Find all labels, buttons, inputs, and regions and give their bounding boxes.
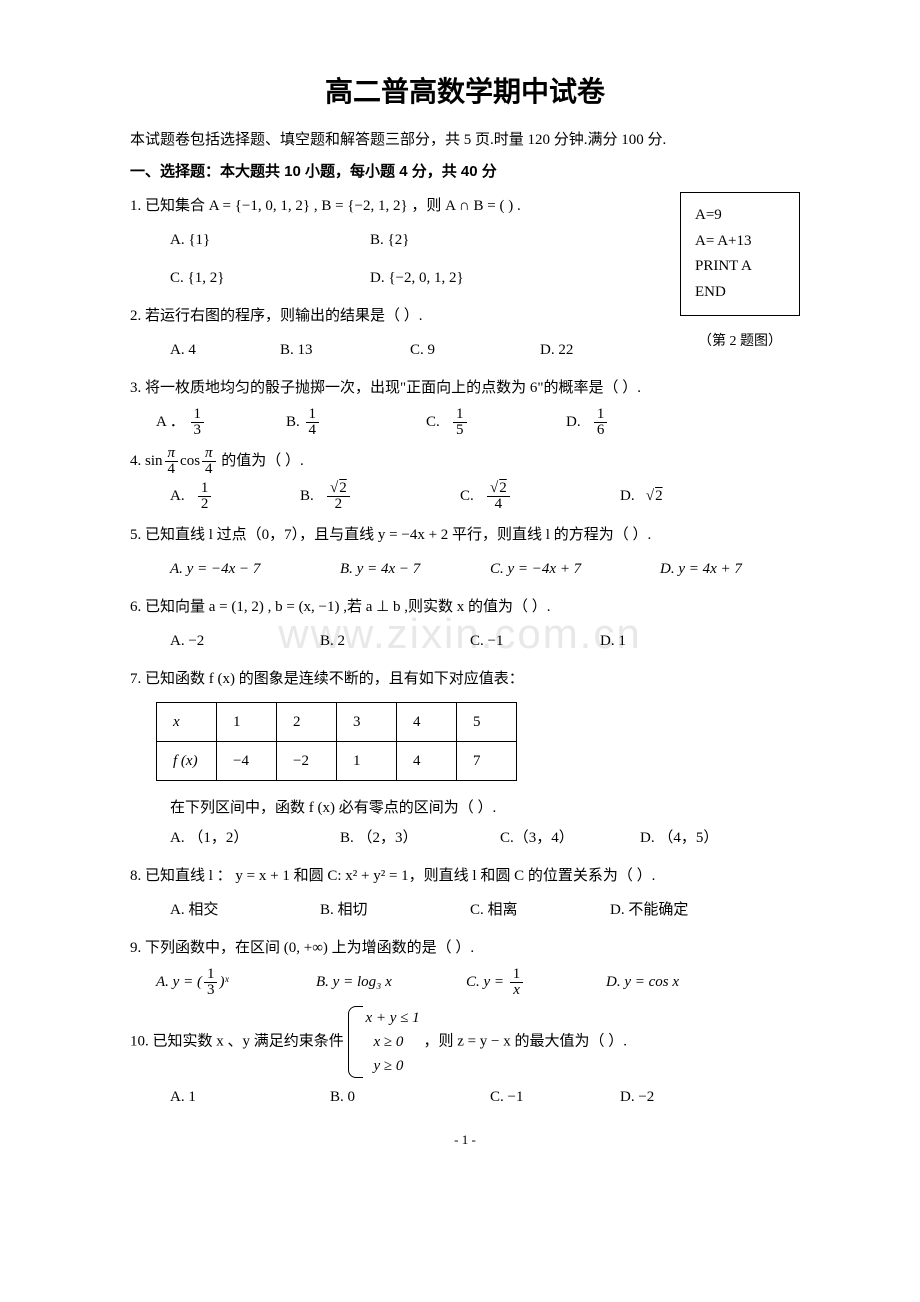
q8-opt-b: B. 相切 (320, 895, 470, 925)
intro-text: 本试题卷包括选择题、填空题和解答题三部分，共 5 页.时量 120 分钟.满分 … (130, 128, 800, 154)
q4-opt-c: C. √24 (460, 481, 620, 512)
q5-text: 5. 已知直线 l 过点（0，7），且与直线 y = −4x + 2 平行，则直… (130, 520, 800, 550)
code-caption: （第 2 题图） (680, 330, 800, 350)
table-cell: −2 (277, 741, 337, 780)
page-title: 高二普高数学期中试卷 (130, 70, 800, 110)
q4-text: 4. sinπ4cosπ4 的值为（ ）. (130, 446, 800, 477)
table-cell: −4 (217, 741, 277, 780)
q1-opt-a: A. {1} (170, 225, 310, 255)
q5-opt-a: A. y = −4x − 7 (170, 554, 340, 584)
q4-opt-d: D. √2 (620, 481, 663, 512)
q6-opt-d: D. 1 (600, 626, 626, 656)
table-cell: 3 (337, 702, 397, 741)
page-number: - 1 - (130, 1132, 800, 1148)
q10-text: 10. 已知实数 x 、y 满足约束条件 x + y ≤ 1 x ≥ 0 y ≥… (130, 1006, 800, 1078)
q2-opt-d: D. 22 (540, 335, 573, 365)
q4-opt-a: A. 12 (170, 481, 300, 512)
q7-opt-a: A. （1，2） (170, 823, 340, 853)
code-box: A=9 A= A+13 PRINT A END (680, 192, 800, 316)
q5-opt-b: B. y = 4x − 7 (340, 554, 490, 584)
code-line: A=9 (695, 203, 785, 229)
q2-opt-c: C. 9 (410, 335, 540, 365)
q9-opt-c: C. y = 1x (466, 967, 606, 998)
q3-text: 3. 将一枚质地均匀的骰子抛掷一次，出现"正面向上的点数为 6"的概率是（ ）. (130, 373, 800, 403)
table-cell: 4 (397, 741, 457, 780)
q6-opt-c: C. −1 (470, 626, 600, 656)
q7-opt-b: B. （2，3） (340, 823, 500, 853)
question-4: 4. sinπ4cosπ4 的值为（ ）. A. 12 B. √22 C. √2… (130, 446, 800, 512)
q2-opt-b: B. 13 (280, 335, 410, 365)
table-cell: 1 (217, 702, 277, 741)
question-3: 3. 将一枚质地均匀的骰子抛掷一次，出现"正面向上的点数为 6"的概率是（ ）.… (130, 373, 800, 438)
q2-opt-a: A. 4 (170, 335, 280, 365)
q8-opt-a: A. 相交 (170, 895, 320, 925)
q7-table: x 1 2 3 4 5 f (x) −4 −2 1 4 7 (156, 702, 517, 781)
q1-opt-d: D. {−2, 0, 1, 2} (370, 263, 464, 293)
q9-opt-d: D. y = cos x (606, 967, 679, 998)
q9-text: 9. 下列函数中，在区间 (0, +∞) 上为增函数的是（ ）. (130, 933, 800, 963)
table-cell: f (x) (157, 741, 217, 780)
q3-opt-d: D. 16 (566, 407, 609, 438)
q8-opt-c: C. 相离 (470, 895, 610, 925)
q3-opt-c: C. 15 (426, 407, 566, 438)
code-line: A= A+13 (695, 229, 785, 255)
q8-text: 8. 已知直线 l ： y = x + 1 和圆 C: x² + y² = 1，… (130, 861, 800, 891)
q5-opt-c: C. y = −4x + 7 (490, 554, 660, 584)
table-cell: 7 (457, 741, 517, 780)
table-cell: x (157, 702, 217, 741)
table-cell: 1 (337, 741, 397, 780)
q10-opt-d: D. −2 (620, 1082, 654, 1112)
question-8: 8. 已知直线 l ： y = x + 1 和圆 C: x² + y² = 1，… (130, 861, 800, 925)
q8-opt-d: D. 不能确定 (610, 895, 688, 925)
q9-opt-b: B. y = log₃ x (316, 967, 466, 998)
q7-opt-c: C.（3，4） (500, 823, 640, 853)
question-10: 10. 已知实数 x 、y 满足约束条件 x + y ≤ 1 x ≥ 0 y ≥… (130, 1006, 800, 1112)
question-6: 6. 已知向量 a = (1, 2) , b = (x, −1) ,若 a ⊥ … (130, 592, 800, 656)
q1-opt-b: B. {2} (370, 225, 409, 255)
q6-opt-a: A. −2 (170, 626, 320, 656)
q6-text: 6. 已知向量 a = (1, 2) , b = (x, −1) ,若 a ⊥ … (130, 592, 800, 622)
q7-text: 7. 已知函数 f (x) 的图象是连续不断的，且有如下对应值表： (130, 664, 800, 694)
q3-opt-b: B. 14 (286, 407, 426, 438)
q3-opt-a: A ． 13 (156, 407, 286, 438)
q6-opt-b: B. 2 (320, 626, 470, 656)
q1-opt-c: C. {1, 2} (170, 263, 310, 293)
code-line: PRINT A (695, 254, 785, 280)
q10-opt-a: A. 1 (170, 1082, 330, 1112)
q9-opt-a: A. y = (13)ˣ (156, 967, 316, 998)
q7-subtext: 在下列区间中，函数 f (x) 必有零点的区间为（ ）. (170, 793, 800, 823)
question-5: 5. 已知直线 l 过点（0，7），且与直线 y = −4x + 2 平行，则直… (130, 520, 800, 584)
table-cell: 4 (397, 702, 457, 741)
q10-opt-b: B. 0 (330, 1082, 490, 1112)
question-9: 9. 下列函数中，在区间 (0, +∞) 上为增函数的是（ ）. A. y = … (130, 933, 800, 998)
code-line: END (695, 280, 785, 306)
q10-opt-c: C. −1 (490, 1082, 620, 1112)
section-header: 一、选择题：本大题共 10 小题，每小题 4 分，共 40 分 (130, 160, 800, 181)
table-cell: 2 (277, 702, 337, 741)
q7-opt-d: D. （4，5） (640, 823, 718, 853)
q5-opt-d: D. y = 4x + 7 (660, 554, 742, 584)
question-7: 7. 已知函数 f (x) 的图象是连续不断的，且有如下对应值表： x 1 2 … (130, 664, 800, 853)
q4-opt-b: B. √22 (300, 481, 460, 512)
table-cell: 5 (457, 702, 517, 741)
